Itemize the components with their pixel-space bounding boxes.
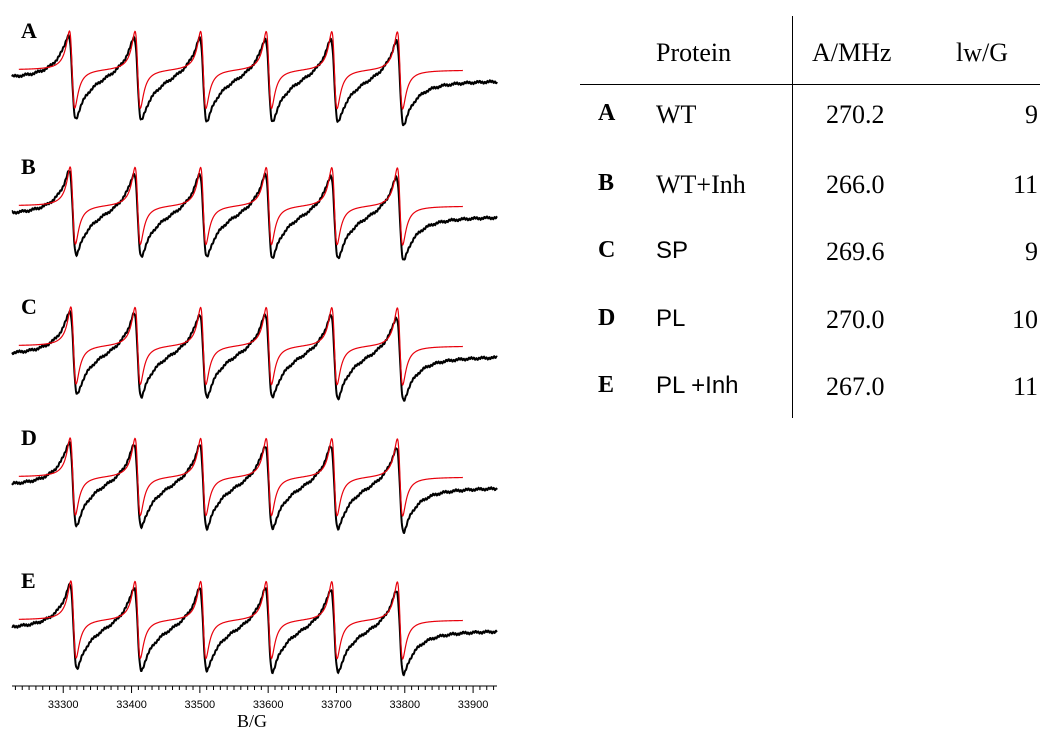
panel-label-a: A	[21, 18, 37, 43]
header-lw-g: lw/G	[956, 38, 1008, 67]
panel-label-b: B	[21, 154, 36, 179]
row-label-c: C	[598, 237, 616, 263]
row-label-e: E	[598, 372, 615, 398]
simulated-spectrum-e	[18, 580, 463, 660]
experimental-spectrum-e	[11, 582, 498, 677]
simulated-spectrum-a	[18, 30, 463, 110]
epr-spectra-chart: A B C D E 33300 33400 33500 33600 33700 33800 3390…	[11, 18, 498, 731]
lw-g-cell: 9	[1025, 100, 1038, 129]
row-label-d: D	[598, 305, 616, 331]
table-header-rule	[580, 84, 1040, 85]
tick-label: 33800	[389, 699, 420, 711]
experimental-spectrum-b	[11, 170, 498, 261]
parameters-table: Protein A/MHz lw/G A WT 270.2 9 B WT+Inh 266.0…	[580, 16, 1040, 430]
header-a-mhz: A/MHz	[812, 38, 892, 67]
panel-c: C	[11, 294, 498, 402]
panel-d: D	[11, 425, 498, 534]
panel-label-d: D	[21, 425, 37, 450]
simulated-spectrum-d	[18, 437, 463, 517]
panel-e: E	[11, 568, 498, 677]
panel-label-c: C	[21, 294, 37, 319]
panel-label-e: E	[21, 568, 36, 593]
panel-b: B	[11, 154, 498, 261]
simulated-spectrum-c	[18, 306, 463, 386]
header-protein: Protein	[656, 38, 732, 67]
a-mhz-cell: 269.6	[826, 237, 885, 266]
protein-cell: SP	[656, 237, 689, 264]
a-mhz-cell: 270.0	[826, 305, 885, 334]
row-label-a: A	[598, 100, 616, 126]
spectra-panels: A B C D E	[11, 18, 498, 677]
lw-g-cell: 9	[1025, 237, 1038, 266]
protein-cell: WT	[656, 100, 697, 129]
experimental-spectrum-a	[11, 33, 498, 127]
a-mhz-cell: 266.0	[826, 170, 885, 199]
tick-label: 33300	[48, 699, 79, 711]
lw-g-cell: 11	[1012, 372, 1038, 401]
lw-g-cell: 10	[1012, 305, 1038, 334]
x-axis-label: B/G	[237, 711, 267, 731]
protein-cell: PL +Inh	[656, 372, 739, 399]
table-vertical-rule	[792, 16, 793, 418]
a-mhz-cell: 267.0	[826, 372, 885, 401]
panel-a: A	[11, 18, 498, 127]
protein-cell: PL	[656, 305, 686, 332]
x-axis: 33300 33400 33500 33600 33700 33800 33900 B/G	[12, 685, 497, 731]
row-label-b: B	[598, 170, 615, 196]
x-axis-ticks: 33300 33400 33500 33600 33700 33800 33900	[14, 686, 495, 711]
tick-label: 33500	[185, 699, 216, 711]
tick-label: 33400	[116, 699, 147, 711]
protein-cell: WT+Inh	[656, 170, 746, 199]
a-mhz-cell: 270.2	[826, 100, 885, 129]
simulated-spectrum-b	[18, 166, 463, 246]
tick-label: 33700	[321, 699, 352, 711]
tick-label: 33600	[253, 699, 284, 711]
lw-g-cell: 11	[1012, 170, 1038, 199]
tick-label: 33900	[458, 699, 489, 711]
experimental-spectrum-c	[11, 310, 498, 402]
experimental-spectrum-d	[11, 440, 498, 534]
